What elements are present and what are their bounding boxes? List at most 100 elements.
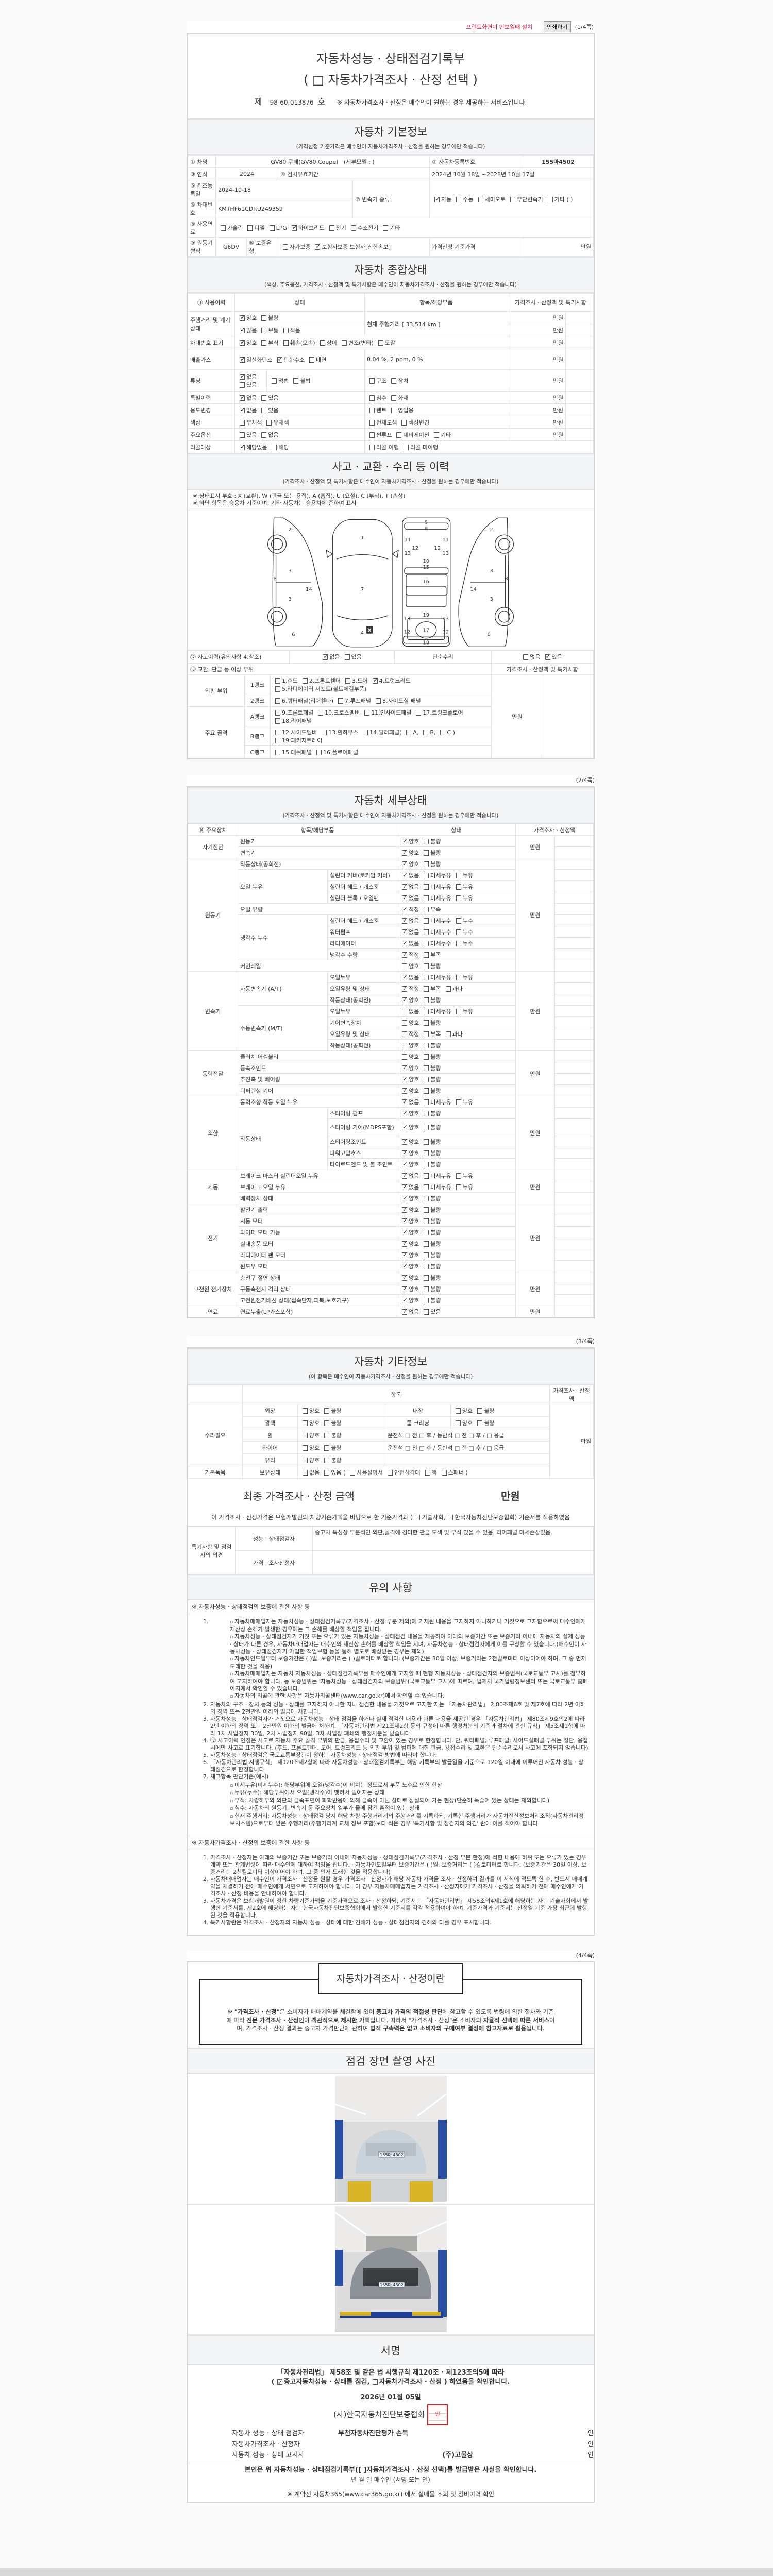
checkbox[interactable] [291,224,297,231]
checkbox[interactable] [402,1031,407,1037]
checkbox[interactable] [275,709,280,716]
checkbox[interactable] [275,718,280,724]
checkbox[interactable] [478,196,483,202]
checkbox[interactable] [403,444,409,450]
checkbox[interactable] [424,1173,429,1179]
checkbox[interactable] [302,677,308,684]
checkbox[interactable] [424,1184,429,1190]
checkbox[interactable] [402,1228,408,1235]
checkbox[interactable] [396,432,402,438]
checkbox[interactable] [283,327,289,333]
checkbox[interactable] [402,1020,407,1026]
checkbox[interactable] [402,1308,408,1315]
checkbox[interactable] [240,382,245,388]
checkbox[interactable] [376,698,381,704]
checkbox[interactable] [406,729,412,735]
checkbox[interactable] [402,837,408,844]
checkbox[interactable] [240,394,245,401]
checkbox[interactable] [402,951,408,958]
checkbox[interactable] [240,443,245,450]
checkbox[interactable] [240,355,245,363]
checkbox[interactable] [344,654,350,660]
checkbox[interactable] [424,1218,429,1224]
checkbox[interactable] [369,444,375,450]
checkbox[interactable] [402,1274,408,1281]
checkbox[interactable] [424,1008,429,1014]
checkbox[interactable] [303,1408,308,1414]
checkbox[interactable] [275,677,280,684]
checkbox[interactable] [324,1469,330,1476]
checkbox[interactable] [402,996,408,1003]
checkbox[interactable] [318,709,324,716]
checkbox[interactable] [369,395,375,401]
checkbox[interactable] [369,432,375,438]
checkbox[interactable] [424,986,429,992]
checkbox[interactable] [324,1445,330,1451]
checkbox[interactable] [424,861,429,867]
checkbox[interactable] [456,1408,461,1414]
checkbox[interactable] [261,340,267,346]
checkbox[interactable] [402,928,408,935]
checkbox[interactable] [424,1042,429,1048]
checkbox[interactable] [424,850,429,856]
checkbox[interactable] [402,1285,408,1292]
checkbox[interactable] [423,729,429,735]
checkbox[interactable] [448,1515,453,1520]
checkbox[interactable] [261,315,267,321]
checkbox[interactable] [315,243,321,250]
checkbox[interactable] [416,709,422,716]
checkbox[interactable] [261,407,267,413]
checkbox[interactable] [391,407,397,413]
checkbox[interactable] [424,929,429,935]
checkbox[interactable] [456,196,462,202]
checkbox[interactable] [240,406,245,413]
checkbox[interactable] [424,940,429,946]
checkbox[interactable] [523,654,529,660]
checkbox[interactable] [510,196,515,202]
checkbox[interactable] [456,1420,461,1426]
checkbox[interactable] [477,1408,483,1414]
checkbox[interactable] [402,1183,408,1190]
checkbox[interactable] [275,698,280,704]
checkbox[interactable] [247,225,253,231]
checkbox[interactable] [240,419,245,426]
checkbox[interactable] [477,1420,483,1426]
checkbox[interactable] [424,1088,429,1094]
checkbox[interactable] [424,884,429,890]
checkbox[interactable] [324,1420,330,1426]
checkbox[interactable] [240,338,245,346]
checkbox[interactable] [391,378,397,384]
checkbox[interactable] [402,860,408,867]
checkbox[interactable] [303,1420,308,1426]
checkbox[interactable] [372,2379,378,2385]
checkbox[interactable] [402,973,408,980]
checkbox[interactable] [240,314,245,321]
checkbox[interactable] [434,195,440,202]
checkbox[interactable] [350,1469,356,1476]
checkbox[interactable] [445,986,451,992]
checkbox[interactable] [402,1075,408,1082]
checkbox[interactable] [424,872,429,878]
checkbox[interactable] [402,1172,408,1179]
checkbox[interactable] [261,395,267,401]
checkbox[interactable] [402,1206,408,1213]
checkbox[interactable] [369,407,375,413]
checkbox[interactable] [402,1109,408,1116]
checkbox[interactable] [277,2378,283,2387]
checkbox[interactable] [402,1123,408,1130]
checkbox[interactable] [272,444,277,450]
checkbox[interactable] [277,355,283,363]
checkbox[interactable] [363,729,368,735]
checkbox[interactable] [545,653,551,660]
checkbox[interactable] [324,1408,330,1414]
checkbox[interactable] [402,1296,408,1303]
checkbox[interactable] [320,340,325,346]
checkbox[interactable] [424,1054,429,1060]
checkbox[interactable] [424,1297,429,1303]
checkbox[interactable] [424,952,429,958]
checkbox[interactable] [269,225,275,231]
checkbox[interactable] [275,729,280,735]
checkbox[interactable] [456,940,461,946]
checkbox[interactable] [424,1241,429,1247]
checkbox[interactable] [424,838,429,844]
